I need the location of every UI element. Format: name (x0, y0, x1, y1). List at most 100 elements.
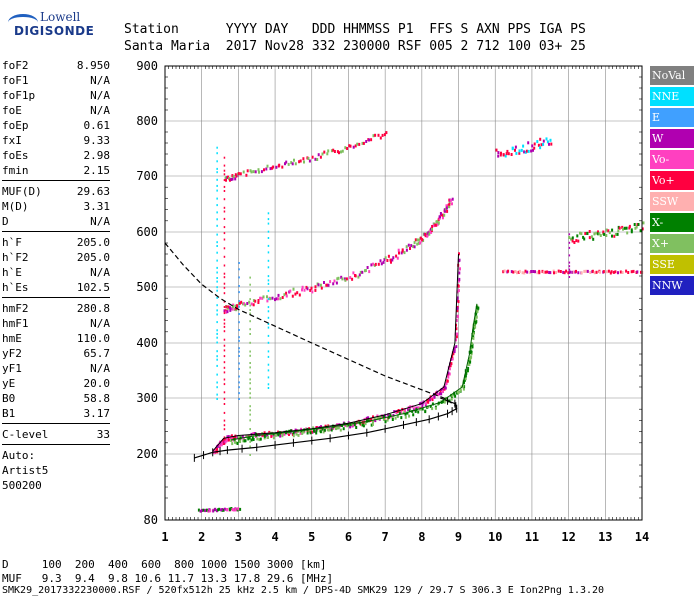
o-trace-point (332, 427, 335, 430)
muf-table: D 100 200 400 600 800 1000 1500 3000 [km… (2, 558, 333, 586)
second-hop-point (274, 298, 276, 302)
x-trace-point (435, 406, 437, 410)
echo-streak-point (216, 393, 218, 396)
far-cluster-point (539, 137, 542, 141)
o-trace-point (228, 437, 230, 441)
second-hop-point (451, 197, 454, 201)
echo-streak-point (216, 184, 218, 187)
echo-streak-point (216, 146, 218, 149)
legend-item: Vo- (650, 150, 694, 169)
param-key: M(D) (2, 200, 29, 213)
second-hop-point (240, 300, 243, 304)
third-hop-point (298, 160, 301, 164)
echo-streak-point (223, 330, 226, 333)
o-trace-point (283, 432, 286, 436)
second-hop-point (266, 295, 268, 299)
x-trace-point (404, 412, 407, 416)
second-hop-point (386, 259, 389, 262)
o-trace-point (456, 296, 459, 300)
o-trace-point (455, 345, 458, 349)
second-hop-point (434, 223, 437, 227)
second-hop-point (271, 296, 274, 300)
echo-streak-point (223, 371, 226, 374)
echo-streak-point (267, 383, 270, 386)
second-hop-point (416, 242, 419, 246)
param-row: foF1 N/A (2, 73, 110, 88)
o-trace-point (436, 392, 439, 396)
echo-streak-point (249, 354, 251, 357)
second-hop-point (403, 251, 406, 255)
far-cluster-point (545, 137, 548, 141)
o-trace-point (443, 387, 446, 391)
x-trace-point (295, 432, 298, 436)
oblique-point (634, 226, 637, 230)
echo-streak-point (568, 254, 571, 257)
echo-streak-point (267, 306, 270, 309)
second-hop-point (226, 310, 229, 314)
echo-streak-point (568, 276, 571, 278)
second-hop-point (319, 283, 322, 287)
second-hop-point (236, 306, 239, 310)
o-trace-point (448, 367, 451, 371)
oblique-band-point (512, 270, 515, 274)
oblique-band-point (602, 270, 605, 274)
o-trace-point (387, 413, 390, 417)
x-trace-point (346, 424, 349, 428)
x-trace-point (431, 407, 434, 411)
far-cluster-point (542, 139, 545, 143)
second-hop-point (416, 238, 419, 242)
echo-streak-point (249, 409, 251, 412)
o-trace-point (263, 431, 266, 435)
third-hop-point (349, 144, 352, 148)
echo-streak-point (223, 436, 226, 439)
o-trace-point (421, 404, 424, 408)
param-row: h`Es 102.5 (2, 280, 110, 295)
echo-streak-point (267, 282, 270, 285)
echo-streak-point (249, 328, 251, 331)
second-hop-point (285, 291, 288, 295)
x-trace-point (475, 319, 478, 323)
oblique-point (580, 232, 583, 236)
echo-streak-point (216, 204, 218, 207)
logo-swoosh-icon (8, 14, 38, 31)
echo-streak-point (223, 403, 226, 405)
x-trace-point (467, 366, 470, 370)
x-trace-point (472, 329, 475, 333)
echo-streak-point (238, 375, 240, 378)
o-trace-point (427, 398, 430, 402)
echo-streak-point (568, 241, 571, 244)
third-hop-point (303, 160, 305, 164)
third-hop-point (374, 133, 377, 137)
echo-streak-point (223, 272, 226, 275)
x-trace-point (382, 417, 385, 421)
second-hop-point (351, 277, 354, 281)
echo-streak-point (216, 296, 218, 299)
o-trace-point (294, 430, 297, 434)
y-tick-label: 700 (136, 169, 158, 183)
second-hop-point (323, 281, 325, 284)
x-trace-point (309, 431, 312, 435)
param-key: MUF(D) (2, 185, 42, 198)
x-trace-point (256, 437, 259, 441)
oblique-point (639, 229, 642, 233)
o-trace-point (300, 427, 303, 431)
echo-streak-point (267, 341, 270, 344)
oblique-band-point (591, 269, 594, 273)
echo-streak-point (223, 306, 226, 308)
oblique-point (582, 235, 585, 239)
o-trace-point (451, 357, 454, 361)
far-cluster-point (537, 143, 540, 147)
echo-streak-point (223, 282, 226, 285)
x-trace-point (470, 355, 473, 359)
echo-streak-point (216, 336, 218, 339)
echo-streak-point (216, 358, 218, 361)
echo-streak-point (249, 387, 251, 390)
o-trace-point (268, 430, 271, 434)
second-hop-point (279, 297, 282, 301)
oblique-point (613, 234, 616, 238)
echo-streak-point (223, 424, 226, 427)
o-trace-point (414, 406, 417, 410)
oblique-band-point (553, 271, 555, 275)
second-hop-point (269, 297, 272, 301)
x-trace-point (463, 378, 466, 382)
